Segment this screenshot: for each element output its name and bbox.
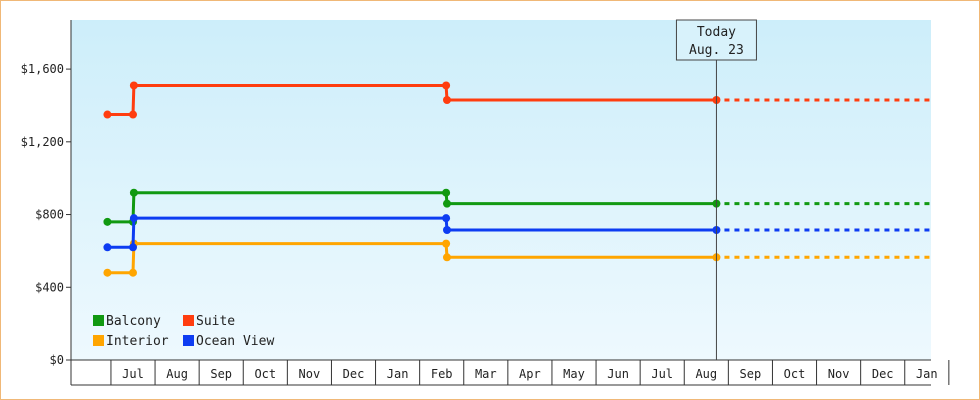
x-tick-label: Jul [651,367,673,381]
x-tick-label: Jan [387,367,409,381]
legend-label: Interior [106,334,169,349]
series-line [107,83,717,117]
series-line [107,191,717,224]
legend-item: Balcony [93,314,161,329]
x-tick-label: Dec [872,367,894,381]
series-suite [103,81,931,119]
legend-label: Ocean View [196,334,274,349]
today-label-box [675,19,757,61]
legend-swatch [93,335,104,346]
x-tick-label: Jan [916,367,938,381]
data-point [442,199,451,208]
x-tick-label: Sep [740,367,762,381]
x-tick-label: Apr [519,367,541,381]
x-tick-label: Mar [475,367,497,381]
x-tick-label: Sep [210,367,232,381]
data-point [129,188,138,197]
data-point [442,226,451,234]
series-ocean-view [103,214,931,252]
legend-label: Suite [196,314,235,329]
today-date-label: Aug. 23 [689,43,744,58]
data-point [442,214,451,223]
data-point [103,110,112,119]
data-point [129,110,137,119]
plot-area [71,20,931,360]
y-tick-label: $1,200 [21,135,64,149]
x-tick-label: Oct [254,367,276,381]
series-interior [103,239,931,277]
series-line [107,242,717,275]
x-tick-label: Feb [431,367,453,381]
y-tick-label: $400 [35,280,64,294]
series-line [107,216,717,249]
y-tick-label: $0 [50,353,64,367]
data-point [442,96,451,104]
legend-item: Interior [93,334,169,349]
legend-swatch [183,315,194,326]
data-point [129,81,138,90]
x-tick-label: May [563,367,585,381]
legend-item: Suite [183,314,235,329]
data-point [129,214,138,223]
data-point [103,243,112,252]
data-point [103,268,112,277]
legend-label: Balcony [106,314,161,329]
x-tick-label: Dec [343,367,365,381]
x-tick-label: Oct [784,367,806,381]
legend-swatch [183,335,194,346]
data-point [442,81,451,90]
data-point [442,188,451,197]
x-tick-label: Aug [695,367,717,381]
data-point [442,239,451,248]
x-tick-label: Nov [299,367,321,381]
y-tick-label: $1,600 [21,62,64,76]
today-label: Today [697,25,736,40]
y-tick-label: $800 [35,208,64,222]
data-point [129,268,137,277]
legend-swatch [93,315,104,326]
legend-item: Ocean View [183,334,274,349]
data-point [442,253,451,262]
x-tick-label: Jun [607,367,629,381]
x-tick-label: Jul [122,367,144,381]
x-tick-label: Aug [166,367,188,381]
data-point [103,217,112,226]
x-tick-label: Nov [828,367,850,381]
data-point [129,243,137,252]
